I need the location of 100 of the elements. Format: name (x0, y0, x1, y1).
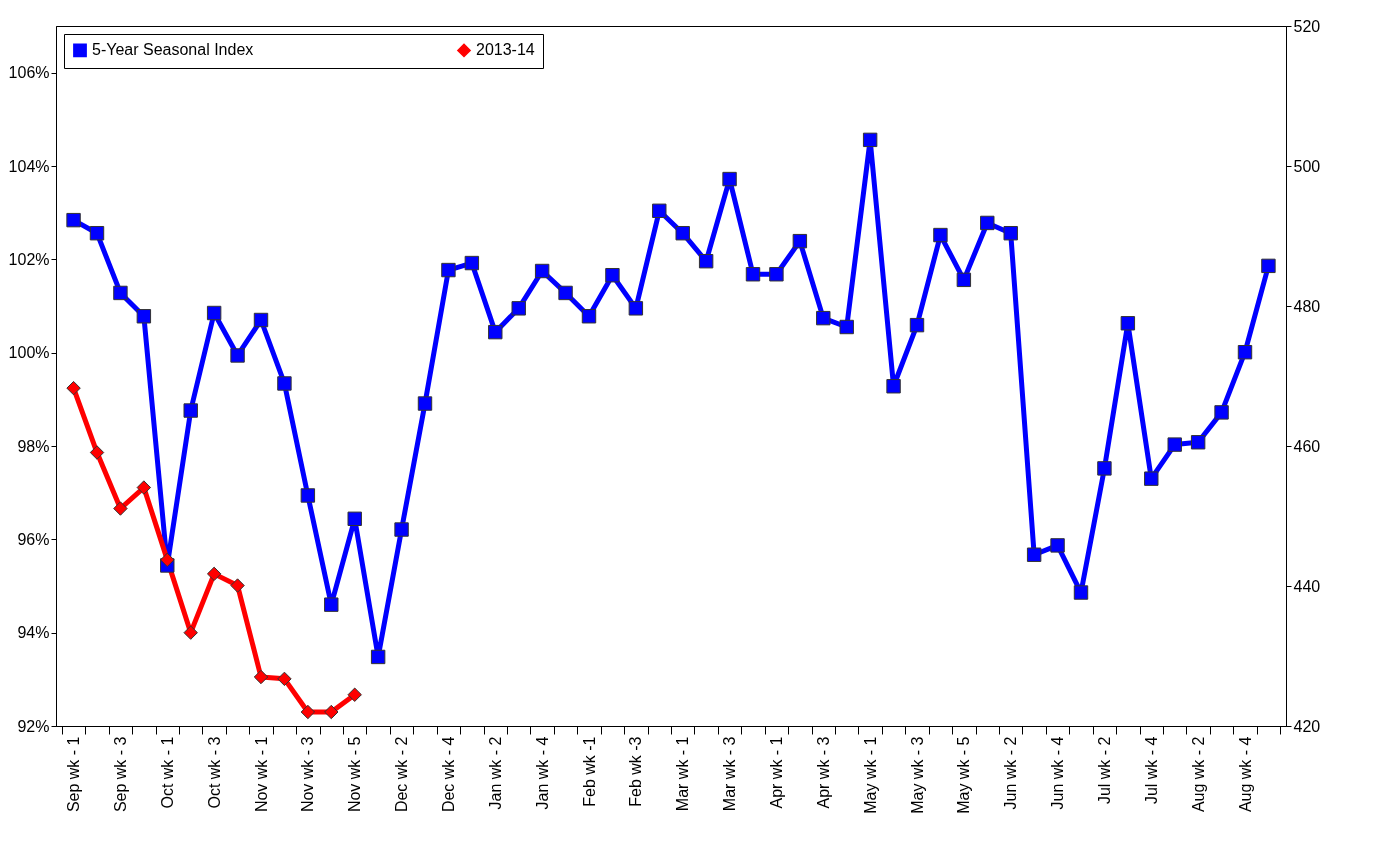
point (370, 649, 386, 665)
point (136, 309, 152, 324)
point (417, 396, 433, 411)
point (347, 511, 362, 527)
y2-tick-label: 440 (1293, 577, 1321, 595)
point (324, 704, 339, 720)
x-tick-label: Jul wk - 2 (1095, 736, 1113, 805)
point (652, 203, 667, 219)
point (933, 227, 948, 243)
point (1050, 538, 1065, 553)
x-tick-label: Nov wk - 3 (299, 736, 317, 813)
point (980, 215, 995, 231)
x-tick-label: Apr wk - 3 (814, 736, 832, 809)
point (1097, 461, 1112, 476)
point (277, 376, 292, 391)
legend-label: 2013-14 (476, 41, 535, 59)
point (581, 309, 597, 324)
point (605, 267, 620, 283)
y2-tick-label: 420 (1293, 717, 1321, 735)
point (839, 319, 854, 335)
point (183, 625, 198, 640)
point (698, 253, 714, 269)
x-tick-label: Dec wk - 2 (393, 736, 411, 813)
point (722, 171, 737, 187)
point (1026, 547, 1042, 562)
x-tick-label: Feb wk -1 (580, 736, 598, 807)
point (183, 403, 198, 418)
x-tick-label: May wk - 1 (861, 736, 879, 814)
point (628, 301, 644, 316)
point (253, 312, 269, 328)
legend-label: 5-Year Seasonal Index (92, 41, 254, 59)
point (89, 445, 105, 460)
point (862, 132, 878, 148)
point (300, 488, 316, 503)
x-tick-label: May wk - 5 (955, 736, 973, 814)
point (464, 255, 480, 271)
point (1144, 471, 1159, 486)
x-tick-label: Aug wk - 2 (1189, 736, 1207, 813)
point (769, 267, 784, 282)
point (675, 225, 690, 241)
y2-tick-label: 460 (1293, 437, 1321, 455)
point (300, 704, 316, 720)
y-tick-label: 106% (8, 64, 50, 82)
y2-tick-label: 520 (1293, 17, 1321, 35)
x-tick-label: Jul wk - 4 (1142, 736, 1160, 805)
point (1167, 437, 1182, 452)
point (534, 263, 550, 279)
y-tick-label: 94% (17, 624, 50, 642)
point (909, 317, 925, 333)
point (1003, 225, 1018, 241)
point (394, 522, 409, 537)
point (1214, 405, 1229, 420)
point (230, 348, 245, 363)
y-tick-label: 102% (8, 250, 50, 268)
y-tick-label: 92% (17, 717, 50, 735)
point (206, 305, 222, 321)
x-tick-label: Sep wk - 3 (111, 736, 129, 813)
point (1073, 585, 1089, 600)
x-tick-label: Dec wk - 4 (439, 736, 457, 813)
point (66, 380, 81, 396)
x-tick-label: Nov wk - 1 (252, 736, 270, 813)
x-tick-label: Jun wk - 4 (1049, 736, 1067, 810)
x-tick-label: Aug wk - 4 (1236, 736, 1254, 813)
point (277, 671, 292, 687)
x-tick-label: May wk - 3 (908, 736, 926, 814)
x-tick-label: Sep wk - 1 (65, 736, 83, 813)
point (956, 272, 972, 288)
x-tick-label: Jan wk - 2 (486, 736, 504, 810)
point (1120, 316, 1136, 331)
point (113, 285, 128, 301)
point (488, 324, 503, 340)
x-tick-label: Jan wk - 4 (533, 736, 551, 810)
point (792, 233, 808, 249)
point (66, 212, 81, 228)
point (511, 301, 526, 316)
y-tick-label: 104% (8, 157, 50, 175)
point (886, 379, 901, 394)
point (230, 578, 245, 593)
point (558, 285, 573, 301)
point (160, 552, 175, 568)
y2-tick-label: 500 (1293, 157, 1321, 175)
point (253, 669, 269, 685)
x-tick-label: Oct wk - 1 (158, 736, 176, 809)
x-tick-label: Oct wk - 3 (205, 736, 223, 809)
point (816, 310, 831, 326)
point (206, 566, 222, 582)
y-tick-label: 100% (8, 344, 50, 362)
point (324, 597, 339, 612)
point (136, 480, 152, 495)
point (1261, 258, 1276, 274)
x-tick-label: Feb wk -3 (627, 736, 645, 807)
y2-tick-label: 480 (1293, 297, 1321, 315)
x-tick-label: Jun wk - 2 (1002, 736, 1020, 810)
point (745, 267, 761, 282)
y-tick-label: 96% (17, 530, 50, 548)
point (89, 225, 105, 241)
point (1237, 344, 1253, 360)
x-tick-label: Mar wk - 3 (721, 736, 739, 812)
point (113, 501, 128, 516)
point (1190, 435, 1206, 450)
